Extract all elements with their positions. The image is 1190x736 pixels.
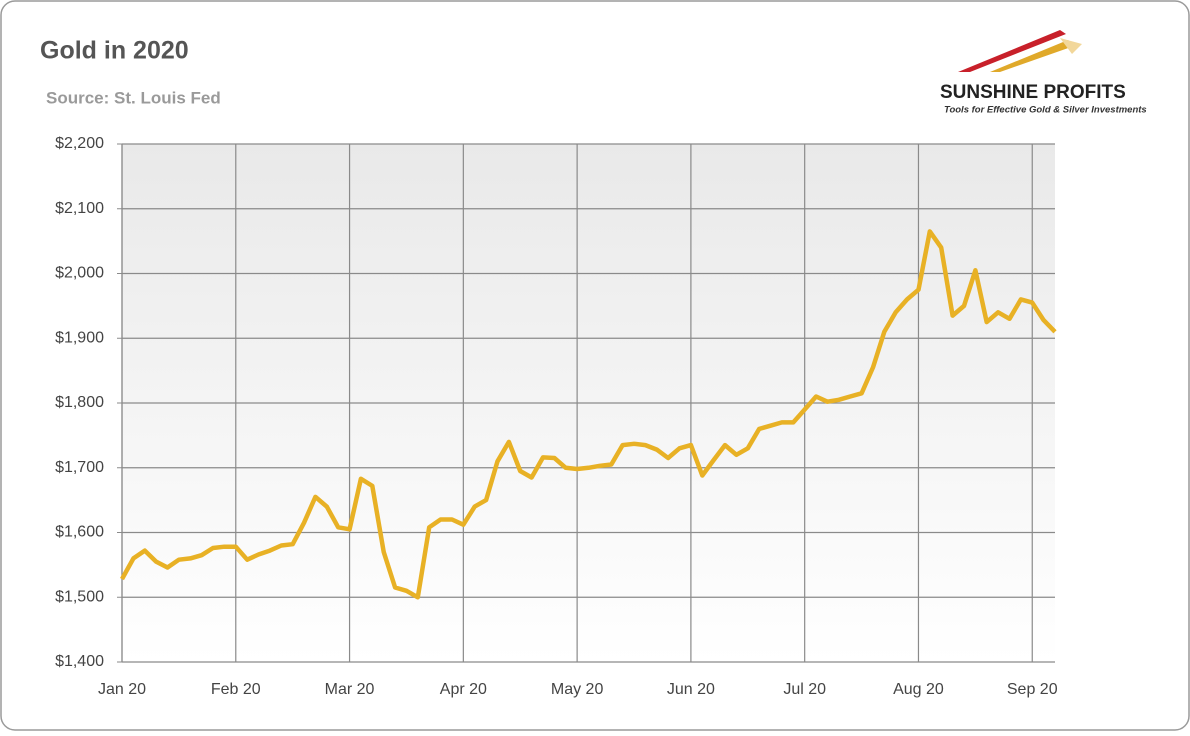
- x-tick-label: Apr 20: [440, 681, 487, 698]
- line: [120, 229, 1057, 600]
- logo-tagline: Tools for Effective Gold & Silver Invest…: [944, 105, 1147, 116]
- logo-name: SUNSHINE PROFITS: [940, 82, 1126, 103]
- y-tick-label: $1,400: [55, 653, 104, 670]
- x-tick-label: Sep 20: [1007, 681, 1058, 698]
- y-tick-label: $2,000: [55, 265, 104, 282]
- y-tick-label: $1,500: [55, 588, 104, 605]
- x-tick-label: Aug 20: [893, 681, 944, 698]
- logo: SUNSHINE PROFITS Tools for Effective Gol…: [940, 30, 1147, 116]
- y-tick-label: $2,100: [55, 200, 104, 217]
- chart-title: Gold in 2020: [40, 37, 189, 65]
- y-tick-label: $1,700: [55, 459, 104, 476]
- logo-swoosh: [1060, 38, 1082, 54]
- y-tick-label: $1,800: [55, 394, 104, 411]
- y-tick-label: $1,900: [55, 329, 104, 346]
- y-tick-label: $2,200: [55, 135, 104, 152]
- logo-swoosh: [958, 30, 1066, 72]
- x-tick-label: Mar 20: [325, 681, 375, 698]
- x-tick-label: Feb 20: [211, 681, 261, 698]
- x-tick-label: Jul 20: [783, 681, 826, 698]
- x-tick-label: Jun 20: [667, 681, 715, 698]
- logo-swoosh: [990, 40, 1074, 72]
- x-tick-label: Jan 20: [98, 681, 146, 698]
- y-tick-label: $1,600: [55, 524, 104, 541]
- chart-subtitle: Source: St. Louis Fed: [46, 88, 221, 107]
- x-tick-label: May 20: [551, 681, 604, 698]
